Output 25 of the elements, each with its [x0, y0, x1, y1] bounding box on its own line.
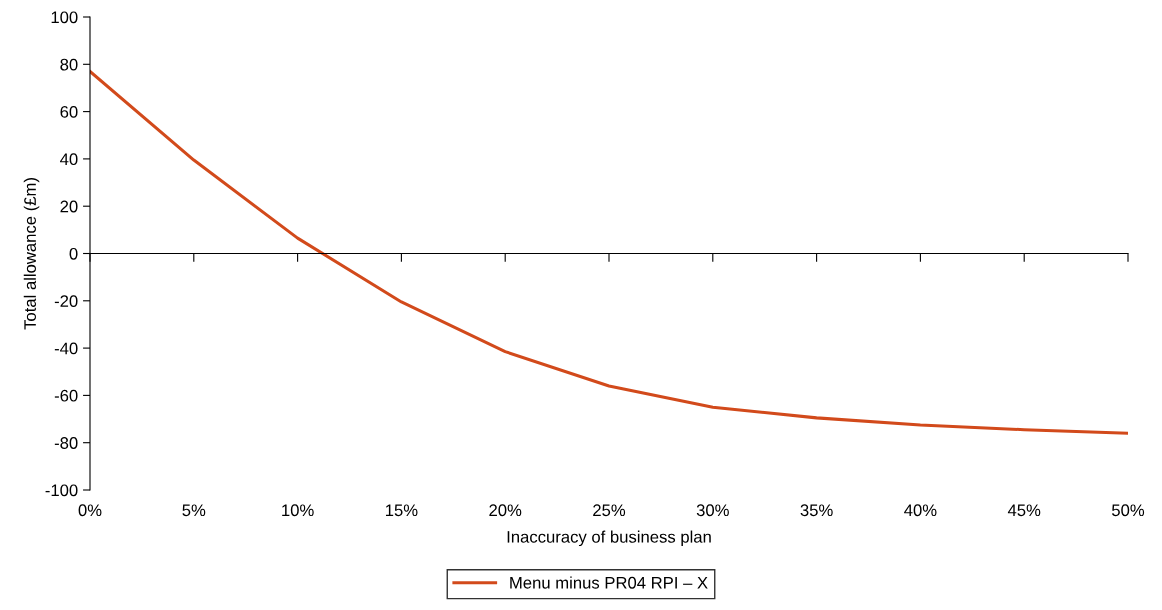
x-tick-label: 50% — [1111, 504, 1145, 517]
y-tick-label: -40 — [54, 342, 78, 355]
y-tick-label: -100 — [45, 484, 78, 497]
x-tick-label: 15% — [385, 504, 418, 517]
y-tick-label: -20 — [54, 295, 78, 307]
x-tick-label: 0% — [78, 504, 102, 517]
y-tick-label: 20 — [60, 200, 78, 213]
x-tick-label: 35% — [800, 504, 833, 517]
legend-label: Menu minus PR04 RPI – X — [510, 576, 708, 589]
x-tick-label: 20% — [489, 504, 522, 517]
x-tick-label: 5% — [182, 504, 206, 517]
y-tick-label: 40 — [60, 153, 78, 166]
y-tick-label: 100 — [51, 11, 78, 24]
x-axis-title: Inaccuracy of business plan — [507, 530, 711, 547]
x-tick-label: 30% — [696, 504, 729, 517]
x-tick-label: 10% — [282, 504, 314, 517]
y-axis-title: Total allowance (£m) — [23, 178, 40, 330]
y-tick-label: -60 — [54, 389, 78, 402]
x-tick-label: 45% — [1007, 504, 1041, 517]
y-tick-label: 60 — [60, 106, 78, 118]
y-tick-label: 0 — [69, 247, 78, 260]
y-tick-label: 80 — [60, 58, 78, 71]
x-tick-label: 40% — [904, 504, 937, 517]
y-tick-label: -80 — [54, 437, 78, 449]
x-tick-label: 25% — [593, 504, 626, 517]
